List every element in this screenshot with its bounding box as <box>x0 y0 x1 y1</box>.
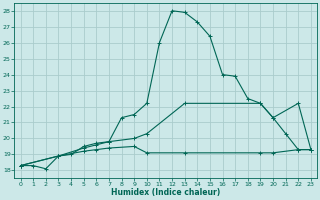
X-axis label: Humidex (Indice chaleur): Humidex (Indice chaleur) <box>111 188 220 197</box>
